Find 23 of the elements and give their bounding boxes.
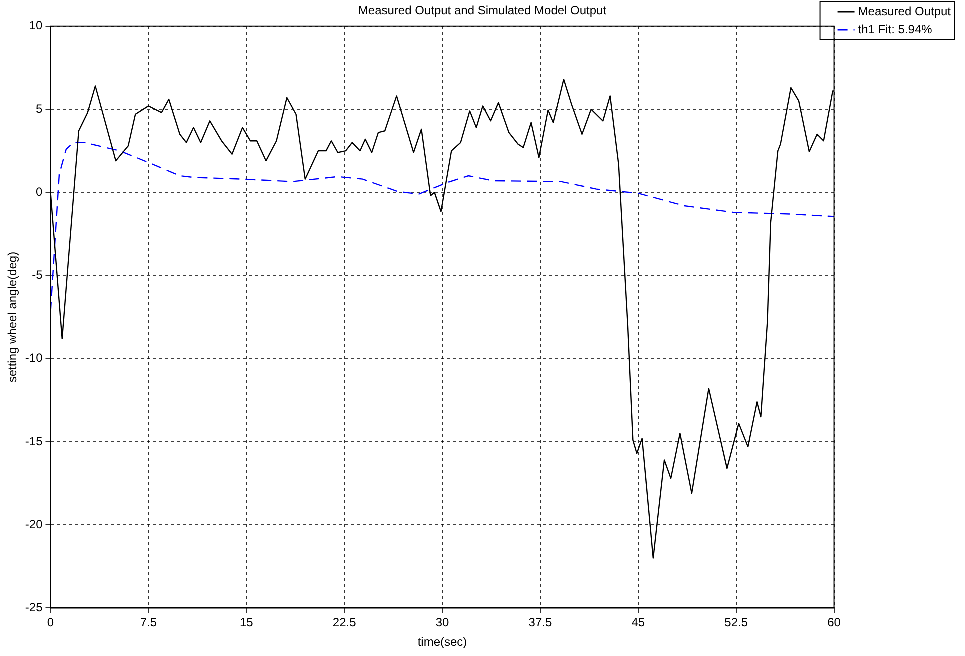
- x-tick-label: 15: [240, 616, 254, 630]
- y-tick-label: 0: [36, 184, 44, 199]
- legend-label: Measured Output: [858, 4, 952, 18]
- y-tick-label: 10: [29, 18, 44, 33]
- x-tick-label: 45: [632, 616, 646, 630]
- line-series: [50, 142, 834, 313]
- x-tick-label: 37.5: [528, 616, 552, 630]
- legend-label: th1 Fit: 5.94%: [858, 22, 933, 36]
- chart-title: Measured Output and Simulated Model Output: [358, 4, 608, 18]
- y-tick-label: -20: [25, 517, 44, 532]
- y-tick-label: -5: [32, 268, 44, 282]
- x-tick-label: 30: [436, 616, 450, 630]
- y-tick-label: 5: [36, 102, 44, 116]
- x-tick-label: 7.5: [140, 616, 158, 630]
- y-tick-label: -15: [25, 434, 44, 448]
- y-axis-title: setting wheel angle(deg): [6, 252, 20, 383]
- x-tick-label: 0: [47, 616, 54, 630]
- x-axis-title: time(sec): [418, 635, 468, 650]
- y-tick-label: -10: [25, 351, 44, 366]
- x-tick-label: 52.5: [724, 616, 748, 630]
- x-tick-label: 60: [828, 616, 842, 630]
- y-tick-label: -25: [25, 600, 44, 615]
- x-tick-label: 22.5: [332, 616, 357, 630]
